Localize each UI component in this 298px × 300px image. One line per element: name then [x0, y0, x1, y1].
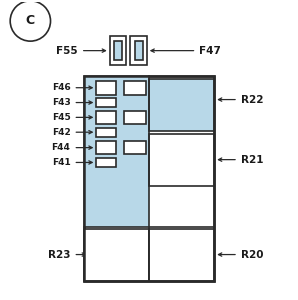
Bar: [84, 229, 149, 280]
Bar: [96, 98, 116, 107]
Text: F47: F47: [199, 46, 221, 56]
Bar: [149, 229, 214, 280]
Text: F45: F45: [52, 113, 70, 122]
Bar: [84, 76, 214, 280]
Text: R21: R21: [241, 154, 263, 165]
Text: F43: F43: [52, 98, 70, 107]
Bar: [134, 41, 143, 60]
Bar: [96, 111, 116, 124]
Circle shape: [10, 1, 51, 41]
Bar: [110, 36, 126, 65]
Text: F46: F46: [52, 83, 70, 92]
Bar: [149, 79, 214, 131]
Text: R22: R22: [241, 94, 263, 105]
Text: C: C: [26, 14, 35, 28]
Bar: [96, 141, 116, 154]
Bar: [124, 111, 146, 124]
Text: F41: F41: [52, 158, 70, 167]
Bar: [131, 36, 147, 65]
Bar: [124, 141, 146, 154]
Text: F44: F44: [52, 143, 70, 152]
Bar: [149, 134, 214, 186]
Bar: [96, 81, 116, 94]
Bar: [96, 128, 116, 137]
Bar: [96, 158, 116, 167]
Text: F55: F55: [56, 46, 78, 56]
Bar: [114, 41, 122, 60]
Bar: [84, 76, 149, 227]
Text: F42: F42: [52, 128, 70, 137]
Text: R23: R23: [48, 250, 70, 260]
Text: R20: R20: [241, 250, 263, 260]
Bar: [84, 76, 214, 280]
Bar: [124, 81, 146, 94]
